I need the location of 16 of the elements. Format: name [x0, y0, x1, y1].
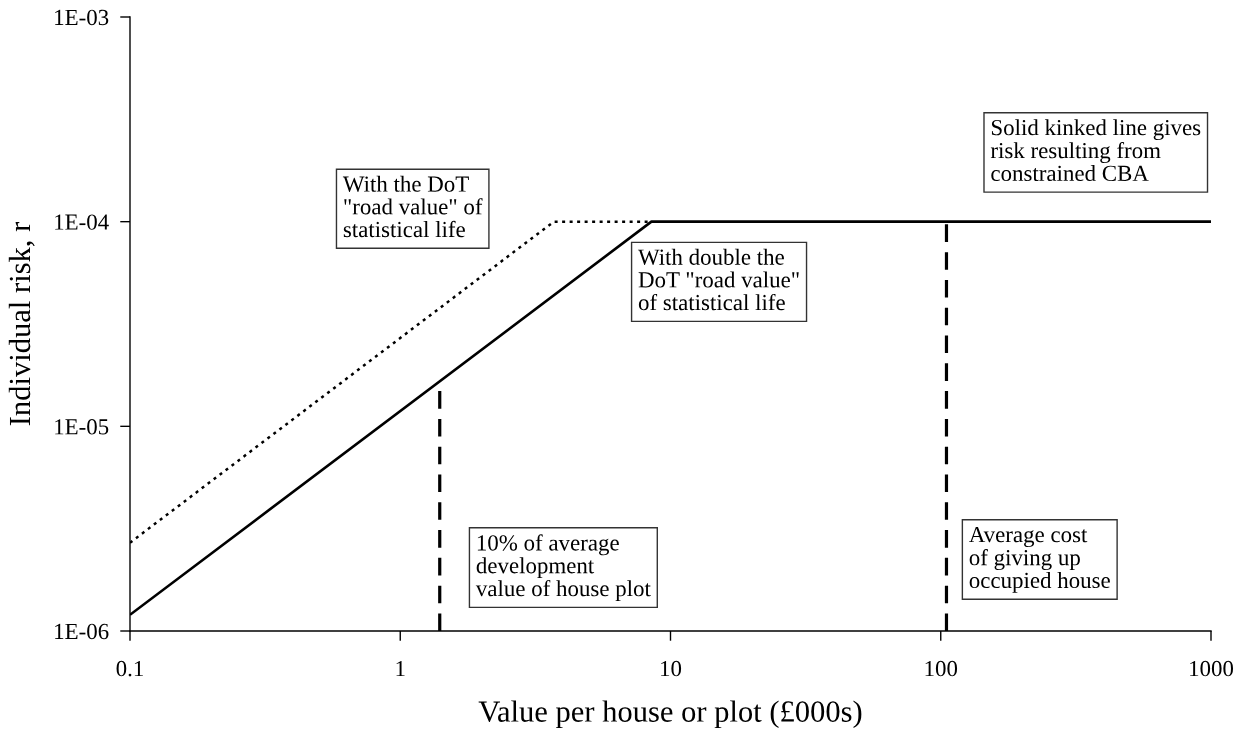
- y-axis-title: Individual risk, r: [8, 222, 35, 426]
- annotation: Solid kinked line gives risk resulting from constrained CBA: [990, 119, 1201, 182]
- y-tick-label: 1E-04: [55, 214, 109, 230]
- annotation: Average cost of giving up occupied house: [969, 526, 1110, 593]
- x-tick-label: 1000: [1190, 660, 1234, 677]
- x-tick-label: 10: [661, 660, 682, 677]
- annotation: 10% of average development value of house plot: [475, 534, 651, 601]
- y-tick-label: 1E-06: [55, 623, 109, 640]
- y-tick-label: 1E-05: [55, 419, 109, 435]
- x-tick-label: 1: [396, 660, 405, 677]
- annotation: With double the DoT "road value" of statistical life: [638, 248, 799, 311]
- x-tick-label: 0.1: [116, 660, 143, 677]
- y-tick-label: 1E-03: [55, 9, 109, 26]
- x-tick-label: 100: [925, 660, 958, 677]
- annotation: With the DoT "road value" of statistical life: [342, 175, 483, 238]
- x-axis-title: Value per house or plot (£000s): [478, 700, 862, 729]
